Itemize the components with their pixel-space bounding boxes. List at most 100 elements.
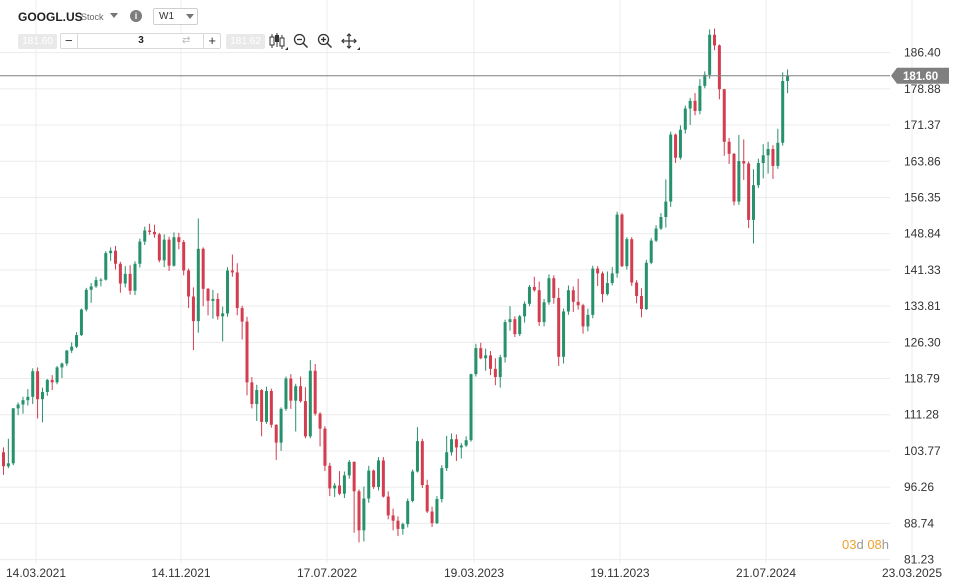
- candle: [65, 350, 69, 366]
- candle: [630, 237, 634, 286]
- candle: [532, 276, 536, 292]
- swap-icon[interactable]: ⇄: [182, 35, 191, 46]
- candle-body: [84, 289, 88, 310]
- candle: [683, 105, 687, 134]
- candle-body: [40, 391, 44, 400]
- plus-icon[interactable]: +: [208, 33, 216, 48]
- volume-value[interactable]: 3: [138, 35, 144, 46]
- candle: [45, 378, 49, 396]
- candle-body: [581, 305, 585, 327]
- candle-body: [26, 396, 30, 401]
- candle: [693, 93, 697, 116]
- candle-body: [751, 185, 755, 220]
- volume-stepper[interactable]: − 3 ⇄ +: [60, 33, 221, 49]
- candle-body: [347, 461, 351, 476]
- candle-body: [235, 272, 239, 309]
- candle: [654, 225, 658, 243]
- candle: [347, 459, 351, 479]
- candle: [688, 97, 692, 125]
- candle-body: [678, 129, 682, 158]
- candle-body: [527, 286, 531, 304]
- candle: [152, 224, 156, 238]
- candle: [328, 462, 332, 497]
- candle: [508, 306, 512, 331]
- candle: [376, 457, 380, 491]
- candle-body: [664, 201, 668, 217]
- candle: [469, 373, 473, 442]
- symbol-label[interactable]: GOOGL.US: [18, 10, 83, 24]
- candle: [60, 362, 64, 379]
- crosshair-icon[interactable]: [340, 32, 360, 50]
- candle-body: [99, 279, 103, 281]
- candle: [167, 236, 171, 271]
- sell-price-button[interactable]: 181.60: [18, 34, 57, 49]
- zoom-in-icon[interactable]: [316, 32, 334, 50]
- candle-body: [94, 280, 98, 287]
- candlestick-icon[interactable]: [268, 32, 288, 50]
- candle-body: [162, 239, 166, 261]
- candle-body: [226, 270, 230, 314]
- candle-body: [128, 273, 132, 291]
- candle: [250, 377, 254, 409]
- candle: [240, 305, 244, 340]
- candle: [118, 261, 122, 293]
- candle-body: [469, 374, 473, 441]
- candle-body: [221, 313, 225, 317]
- candle: [191, 287, 195, 351]
- candle: [226, 267, 230, 317]
- candle: [722, 88, 726, 156]
- candle: [162, 234, 166, 268]
- symbol-chevron-down-icon[interactable]: [110, 13, 118, 18]
- candle: [182, 240, 186, 276]
- candle: [313, 364, 317, 416]
- candle-body: [688, 100, 692, 109]
- candle: [367, 465, 371, 503]
- candle: [703, 71, 707, 89]
- candle-body: [766, 149, 770, 156]
- instrument-type-label: Stock: [81, 12, 104, 22]
- candle-body: [737, 161, 741, 202]
- candle-body: [245, 321, 249, 383]
- candle-body: [659, 216, 663, 229]
- candle: [484, 348, 488, 371]
- candle: [664, 179, 668, 228]
- candle: [411, 469, 415, 503]
- price-tag-label: 181.60: [903, 71, 938, 83]
- candle-body: [674, 134, 678, 158]
- buy-price-button[interactable]: 181.62: [226, 34, 265, 49]
- minus-icon[interactable]: −: [65, 33, 73, 48]
- candle: [489, 351, 492, 376]
- candle-body: [605, 283, 609, 295]
- candle-body: [11, 408, 15, 464]
- candle: [128, 265, 132, 295]
- candle-body: [445, 452, 449, 469]
- candle: [620, 213, 624, 268]
- candle: [303, 387, 307, 439]
- candle: [89, 283, 93, 303]
- candle: [450, 433, 454, 456]
- candle-body: [435, 499, 439, 524]
- y-tick-label: 133.81: [904, 299, 941, 313]
- info-icon[interactable]: i: [130, 10, 142, 22]
- candle-body: [756, 162, 760, 186]
- candle-body: [299, 386, 303, 402]
- zoom-out-icon[interactable]: [292, 32, 310, 50]
- y-tick-label: 171.37: [904, 118, 941, 132]
- candle: [493, 358, 497, 386]
- candle: [674, 133, 678, 163]
- candle: [6, 438, 10, 469]
- timeframe-select[interactable]: W1: [153, 8, 198, 25]
- candle-body: [172, 237, 176, 266]
- countdown-days-unit: d: [856, 537, 864, 552]
- candle: [75, 332, 79, 349]
- candle-body: [269, 391, 273, 425]
- candle-body: [177, 237, 181, 243]
- candle: [352, 461, 356, 533]
- y-tick-label: 141.33: [904, 263, 941, 277]
- candle: [123, 266, 127, 288]
- candle-body: [732, 153, 736, 202]
- candle-body: [65, 350, 69, 364]
- chart-toolbar: GOOGL.US Stock i W1 181.60 − 3 ⇄ + 181.6…: [0, 0, 958, 56]
- candle: [644, 259, 648, 311]
